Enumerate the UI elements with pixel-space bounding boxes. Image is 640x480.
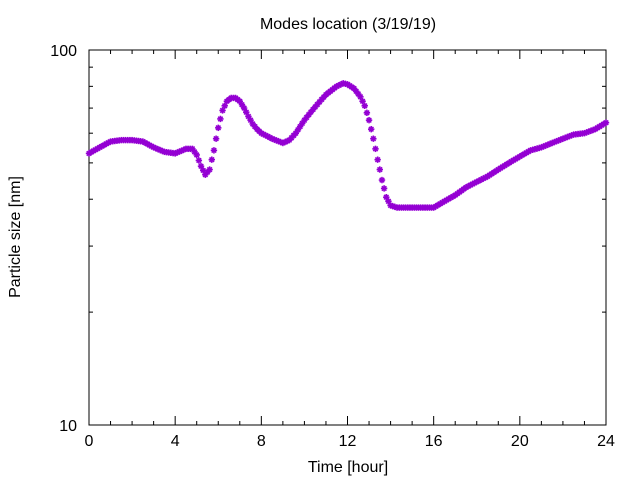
x-tick-label: 0	[85, 433, 94, 450]
chart-title: Modes location (3/19/19)	[260, 16, 436, 33]
plot-frame	[88, 49, 607, 426]
data-points	[85, 80, 610, 211]
data-point	[602, 119, 610, 126]
y-axis-ticks: 10 100	[50, 43, 606, 435]
data-point	[380, 185, 388, 192]
data-point	[370, 135, 377, 142]
x-tick-label: 8	[257, 433, 266, 450]
x-axis-label: Time [hour]	[308, 459, 388, 476]
data-point	[383, 193, 390, 201]
data-point	[195, 157, 203, 164]
data-point	[210, 147, 218, 154]
x-tick-label: 24	[597, 433, 615, 450]
data-point	[368, 125, 375, 133]
x-axis-ticks: 0 4 8 12 16 20 24	[85, 50, 615, 450]
data-point	[376, 166, 384, 173]
data-point	[212, 135, 220, 142]
data-point	[217, 115, 224, 123]
data-point	[206, 166, 213, 173]
data-point	[372, 145, 379, 153]
x-tick-label: 12	[339, 433, 357, 450]
data-point	[215, 124, 222, 132]
y-tick-label: 100	[50, 43, 77, 60]
data-point	[361, 102, 368, 109]
data-point	[365, 116, 373, 124]
data-point	[385, 198, 392, 205]
data-point	[378, 176, 386, 184]
data-point	[363, 109, 371, 117]
y-axis-label: Particle size [nm]	[7, 176, 24, 298]
data-point	[208, 156, 215, 163]
data-point	[374, 156, 381, 163]
x-tick-label: 16	[425, 433, 443, 450]
x-tick-label: 20	[511, 433, 529, 450]
data-point	[193, 151, 200, 159]
y-tick-label: 10	[59, 418, 77, 435]
x-tick-label: 4	[171, 433, 180, 450]
